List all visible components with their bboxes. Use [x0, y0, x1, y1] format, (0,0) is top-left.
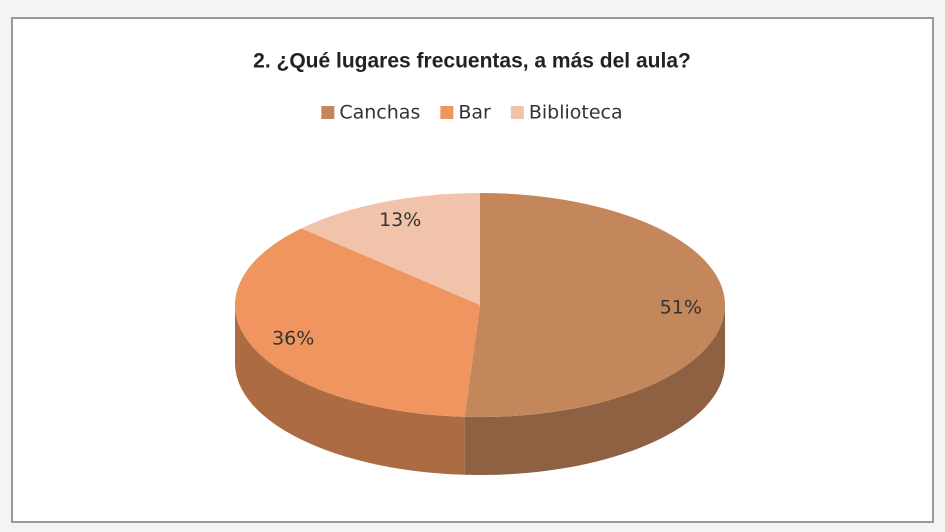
legend-label: Canchas — [339, 102, 420, 124]
data-label: 13% — [379, 209, 421, 231]
data-label: 36% — [272, 327, 314, 349]
legend-swatch — [510, 106, 524, 119]
legend-swatch — [440, 106, 454, 119]
slice-side — [464, 305, 725, 475]
legend-swatch — [321, 106, 335, 119]
slice-side — [235, 305, 465, 475]
legend-label: Bar — [458, 102, 491, 124]
legend-label: Biblioteca — [529, 102, 623, 124]
data-label: 51% — [660, 296, 702, 318]
slice — [234, 228, 480, 417]
chart-title: 2. ¿Qué lugares frecuentas, a más del au… — [253, 50, 691, 73]
slice — [301, 193, 480, 305]
legend: Canchas Bar Biblioteca — [321, 102, 623, 124]
slice — [464, 193, 725, 417]
